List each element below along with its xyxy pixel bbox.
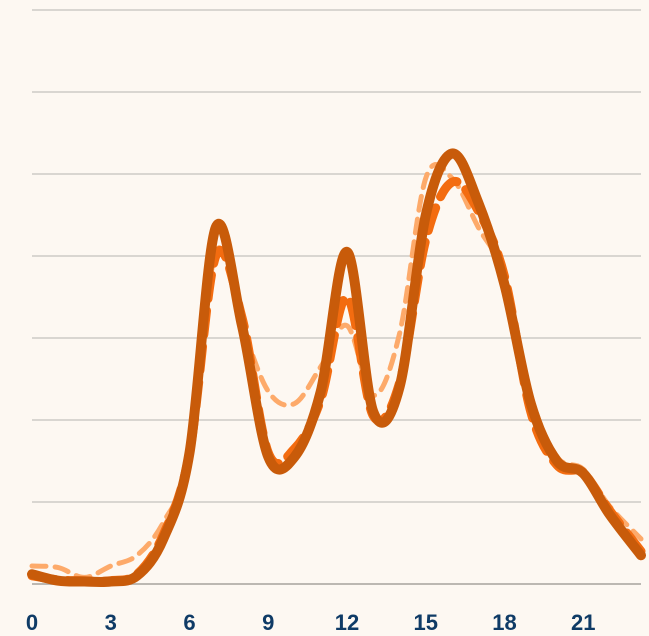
x-tick-label: 0 — [26, 610, 38, 635]
gridlines — [32, 9, 641, 585]
series-line-2 — [27, 177, 646, 586]
x-tick-label: 21 — [571, 610, 595, 635]
x-tick-label: 12 — [335, 610, 359, 635]
series-line-3 — [27, 148, 646, 587]
x-tick-label: 6 — [183, 610, 195, 635]
x-tick-label: 15 — [414, 610, 438, 635]
series-lines — [27, 148, 646, 587]
x-tick-label: 3 — [105, 610, 117, 635]
x-tick-label: 9 — [262, 610, 274, 635]
x-tick-label: 18 — [492, 610, 516, 635]
x-tick-labels: 0 3 6 9 12 15 18 21 — [26, 610, 596, 635]
series-line-1 — [29, 162, 644, 580]
